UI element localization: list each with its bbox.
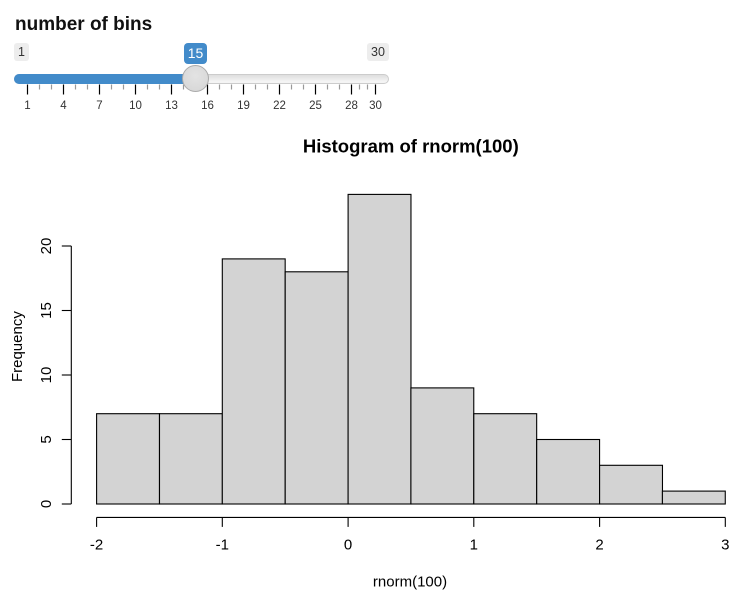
- svg-text:0: 0: [38, 500, 55, 508]
- svg-text:1: 1: [470, 537, 478, 554]
- svg-text:7: 7: [96, 100, 102, 112]
- svg-text:10: 10: [38, 367, 55, 384]
- svg-text:20: 20: [38, 238, 55, 255]
- svg-text:22: 22: [273, 100, 286, 112]
- svg-text:5: 5: [38, 435, 55, 443]
- svg-text:15: 15: [38, 302, 55, 319]
- svg-text:1: 1: [24, 100, 30, 112]
- svg-text:16: 16: [201, 100, 214, 112]
- svg-text:2: 2: [595, 537, 603, 554]
- svg-text:Histogram of rnorm(100): Histogram of rnorm(100): [303, 135, 519, 156]
- svg-text:28: 28: [345, 100, 358, 112]
- svg-text:19: 19: [237, 100, 250, 112]
- svg-text:Frequency: Frequency: [9, 311, 26, 382]
- svg-text:-1: -1: [216, 537, 229, 554]
- svg-text:4: 4: [60, 100, 67, 112]
- svg-text:0: 0: [344, 537, 352, 554]
- svg-text:30: 30: [369, 100, 382, 112]
- svg-text:3: 3: [721, 537, 729, 554]
- svg-text:10: 10: [129, 100, 142, 112]
- svg-text:13: 13: [165, 100, 178, 112]
- svg-text:25: 25: [309, 100, 322, 112]
- svg-text:-2: -2: [90, 537, 103, 554]
- svg-text:rnorm(100): rnorm(100): [373, 573, 447, 590]
